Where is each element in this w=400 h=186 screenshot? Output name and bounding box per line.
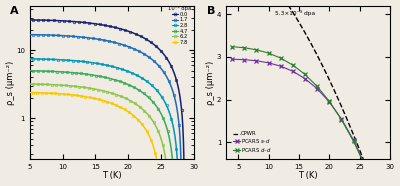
Text: 5.3×10⁻³ dpa: 5.3×10⁻³ dpa xyxy=(275,10,316,16)
Text: B: B xyxy=(206,6,215,16)
Legend: 0.0, 1.7, 2.8, 4.7, 6.2, 7.8: 0.0, 1.7, 2.8, 4.7, 6.2, 7.8 xyxy=(167,5,192,46)
Y-axis label: ρ_s (μm⁻²): ρ_s (μm⁻²) xyxy=(6,60,14,105)
Y-axis label: ρ_s (μm⁻²): ρ_s (μm⁻²) xyxy=(206,60,216,105)
Text: A: A xyxy=(10,6,19,16)
X-axis label: T (K): T (K) xyxy=(102,171,122,180)
Legend: CPWR, PCARS $s$–$d$, PCARS $d$–$d$: CPWR, PCARS $s$–$d$, PCARS $d$–$d$ xyxy=(232,130,272,155)
X-axis label: T (K): T (K) xyxy=(298,171,318,180)
